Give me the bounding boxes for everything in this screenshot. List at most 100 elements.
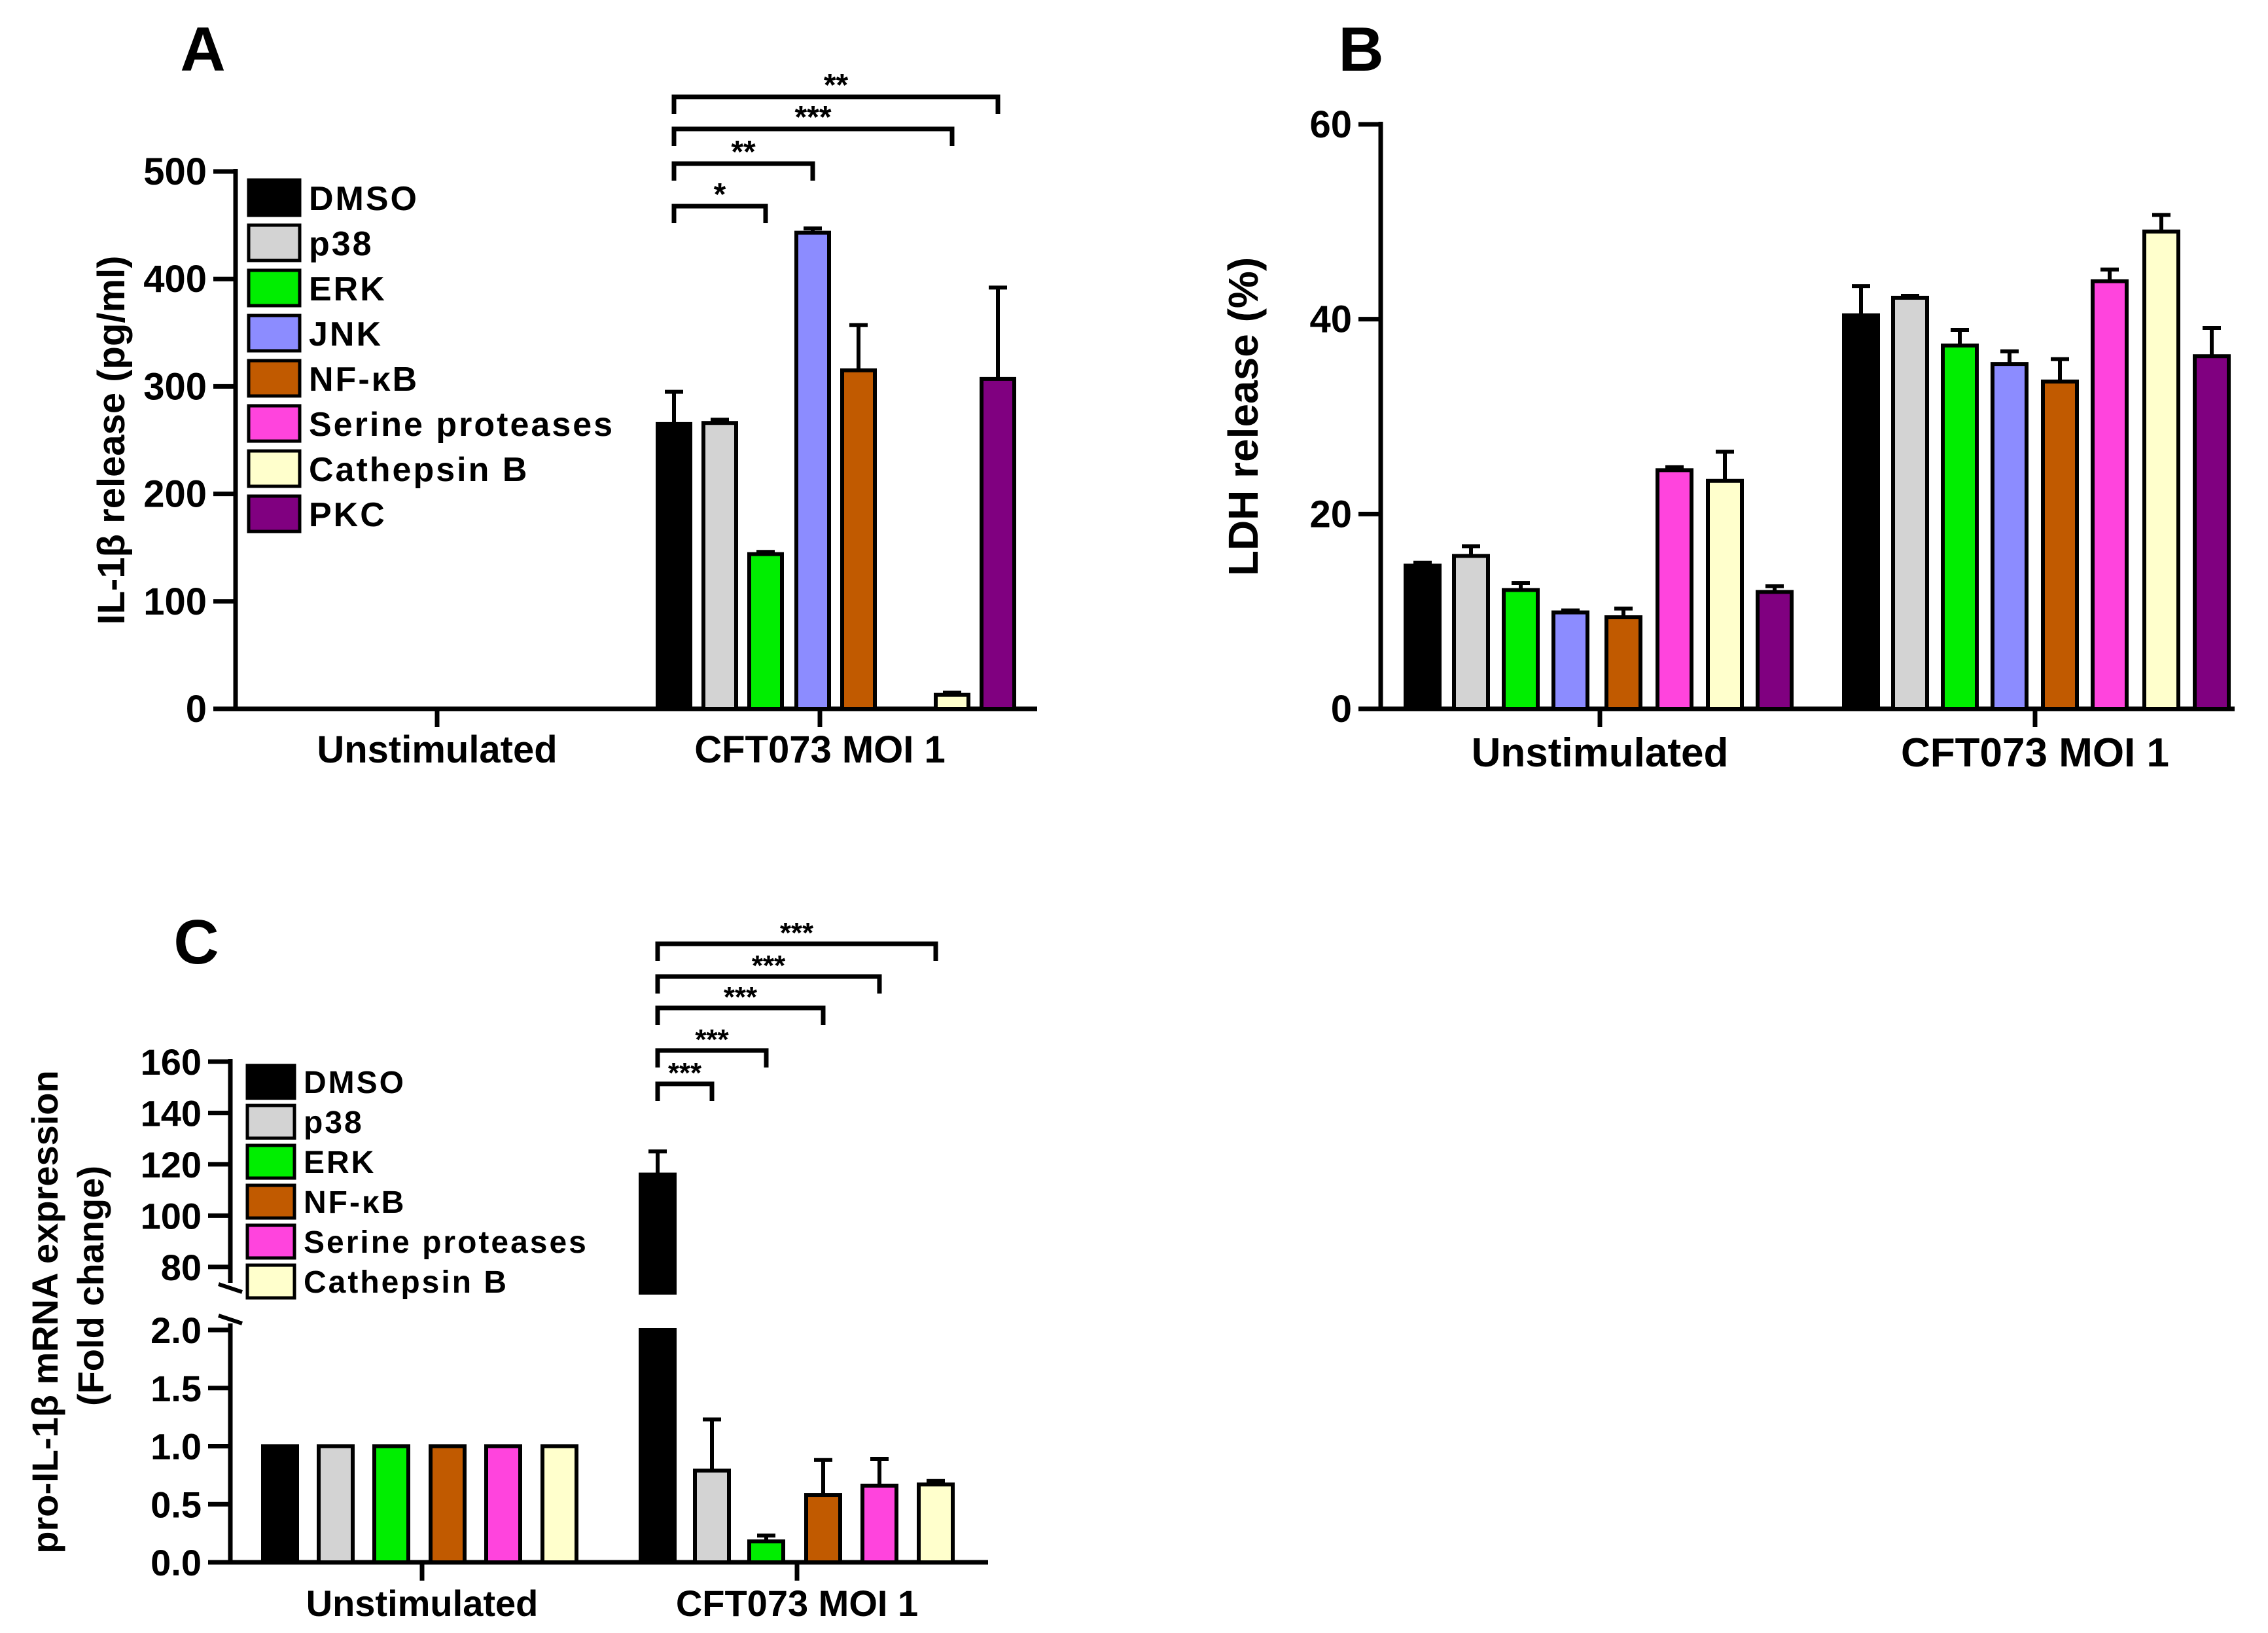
significance-bracket-label: ** [731, 135, 756, 170]
significance-bracket-label: *** [794, 100, 831, 135]
y-axis-label: pro-IL-1β mRNA expression [24, 1070, 65, 1553]
y-tick-label: 0 [186, 688, 207, 730]
significance-bracket-line [671, 94, 1001, 114]
legend-swatch-dmso [247, 178, 302, 217]
bar-dmso [656, 422, 692, 711]
x-tick-label: Unstimulated [306, 1583, 539, 1624]
bar-jnk [1991, 362, 2029, 711]
legend-swatch-erk [247, 268, 302, 308]
x-tick-label: Unstimulated [317, 728, 557, 771]
panel-c: C 0.0 0.5 1.0 1.5 2.0 80 100 120 140 160 Unstimulat… [24, 907, 988, 1624]
legend-swatch-p38 [245, 1104, 296, 1140]
bar-jnk [794, 230, 831, 711]
x-tick-label: CFT073 MOI 1 [1901, 730, 2169, 776]
legend-swatch-dmso [245, 1064, 296, 1100]
y-tick-label: 140 [141, 1092, 202, 1134]
legend-swatch-erk [245, 1143, 296, 1180]
legend-label-p38: p38 [309, 225, 374, 263]
bar-pkc [2193, 354, 2231, 711]
significance-bracket-line [655, 974, 882, 994]
significance-bracket-label: * [714, 177, 726, 212]
bar-serine-proteases [860, 1483, 898, 1565]
y-tick-label: 0.5 [151, 1484, 202, 1525]
significance-bracket: *** [655, 950, 882, 994]
y-tick-label: 160 [141, 1041, 202, 1083]
bar-cathepsin-b [917, 1482, 955, 1564]
legend-label-nf-b: NF-κB [304, 1185, 406, 1220]
bar-erk [747, 552, 784, 711]
legend: DMSO p38 ERK JNK NF-κB Serine proteases Cathep… [247, 178, 614, 534]
bar-p38 [701, 421, 738, 711]
bar-nf-b [429, 1444, 467, 1564]
y-tick-label: 100 [141, 1195, 202, 1236]
bar-dmso [261, 1444, 299, 1564]
y-tick-label: 500 [143, 151, 207, 193]
bar-erk [372, 1444, 410, 1564]
legend-swatch-jnk [247, 314, 302, 353]
bar-nf-b [840, 368, 877, 711]
legend-swatch-serine-proteases [245, 1223, 296, 1260]
significance-bracket-line [671, 161, 815, 181]
legend-label-nf-b: NF-κB [309, 361, 419, 399]
significance-bracket: *** [655, 1024, 769, 1068]
y-tick-label: 0 [1331, 688, 1352, 730]
bar-dmso [1842, 313, 1880, 711]
y-tick-label: 60 [1309, 103, 1352, 146]
legend-swatch-pkc [247, 494, 302, 533]
legend-label-dmso: DMSO [309, 180, 419, 218]
bar-cathepsin-b [2142, 229, 2180, 711]
significance-bracket: *** [655, 917, 938, 961]
legend-label-jnk: JNK [309, 315, 383, 353]
bar-dmso [1404, 564, 1442, 711]
bar-erk [1941, 343, 1979, 711]
bar-pkc [980, 376, 1016, 711]
x-tick-label: CFT073 MOI 1 [676, 1583, 918, 1624]
y-tick-label: 1.0 [151, 1426, 202, 1467]
axis-break-mark [218, 1314, 243, 1325]
significance-bracket-line [655, 1081, 715, 1101]
bar-serine-proteases [484, 1444, 522, 1564]
legend-label-cathepsin-b: Cathepsin B [309, 451, 529, 489]
bar-nf-b [2041, 379, 2079, 711]
panel-letter-c: C [173, 907, 219, 977]
y-tick-label: 80 [161, 1247, 202, 1288]
legend: DMSO p38 ERK NF-κB Serine proteases Cathepsin… [245, 1064, 588, 1300]
significance-bracket-line [655, 1005, 826, 1025]
legend-label-serine-proteases: Serine proteases [309, 406, 614, 444]
significance-bracket: ** [671, 135, 815, 181]
bar-jnk [1551, 610, 1589, 711]
legend-label-p38: p38 [304, 1105, 364, 1140]
bar-cathepsin-b [540, 1444, 578, 1564]
bar-nf-b [804, 1493, 842, 1565]
legend-swatch-cathepsin-b [245, 1263, 296, 1300]
legend-swatch-p38 [247, 223, 302, 262]
axis-break-mark [218, 1282, 243, 1294]
y-tick-label: 20 [1309, 493, 1352, 535]
x-tick-label: Unstimulated [1472, 730, 1729, 776]
panel-letter-a: A [180, 14, 225, 84]
significance-bracket-label: *** [668, 1057, 702, 1089]
bar-p38 [1452, 554, 1490, 711]
y-tick-label: 2.0 [151, 1310, 202, 1351]
bar-erk [1502, 588, 1540, 711]
significance-bracket: *** [655, 981, 826, 1025]
y-axis-label-2: (Fold change) [70, 1166, 111, 1406]
bar-p38 [1891, 295, 1929, 711]
y-tick-label: 0.0 [151, 1542, 202, 1583]
significance-bracket: * [671, 177, 768, 223]
bar-p38 [693, 1468, 731, 1564]
bar-nf-b [1604, 615, 1642, 711]
panel-b: B 0 20 40 60 Unstimulated CFT073 MOI 1 LDH rele… [1220, 14, 2235, 776]
y-tick-label: 1.5 [151, 1368, 202, 1409]
legend-label-serine-proteases: Serine proteases [304, 1225, 588, 1260]
significance-bracket: *** [671, 100, 955, 146]
bar-dmso-lower [639, 1328, 677, 1564]
significance-bracket-line [671, 126, 955, 146]
significance-bracket-line [655, 941, 938, 961]
y-tick-label: 300 [143, 365, 207, 408]
significance-bracket: ** [671, 68, 1001, 114]
y-tick-label: 40 [1309, 298, 1352, 341]
significance-bracket-label: *** [695, 1024, 729, 1056]
panel-letter-b: B [1338, 14, 1383, 84]
y-tick-label: 120 [141, 1144, 202, 1185]
